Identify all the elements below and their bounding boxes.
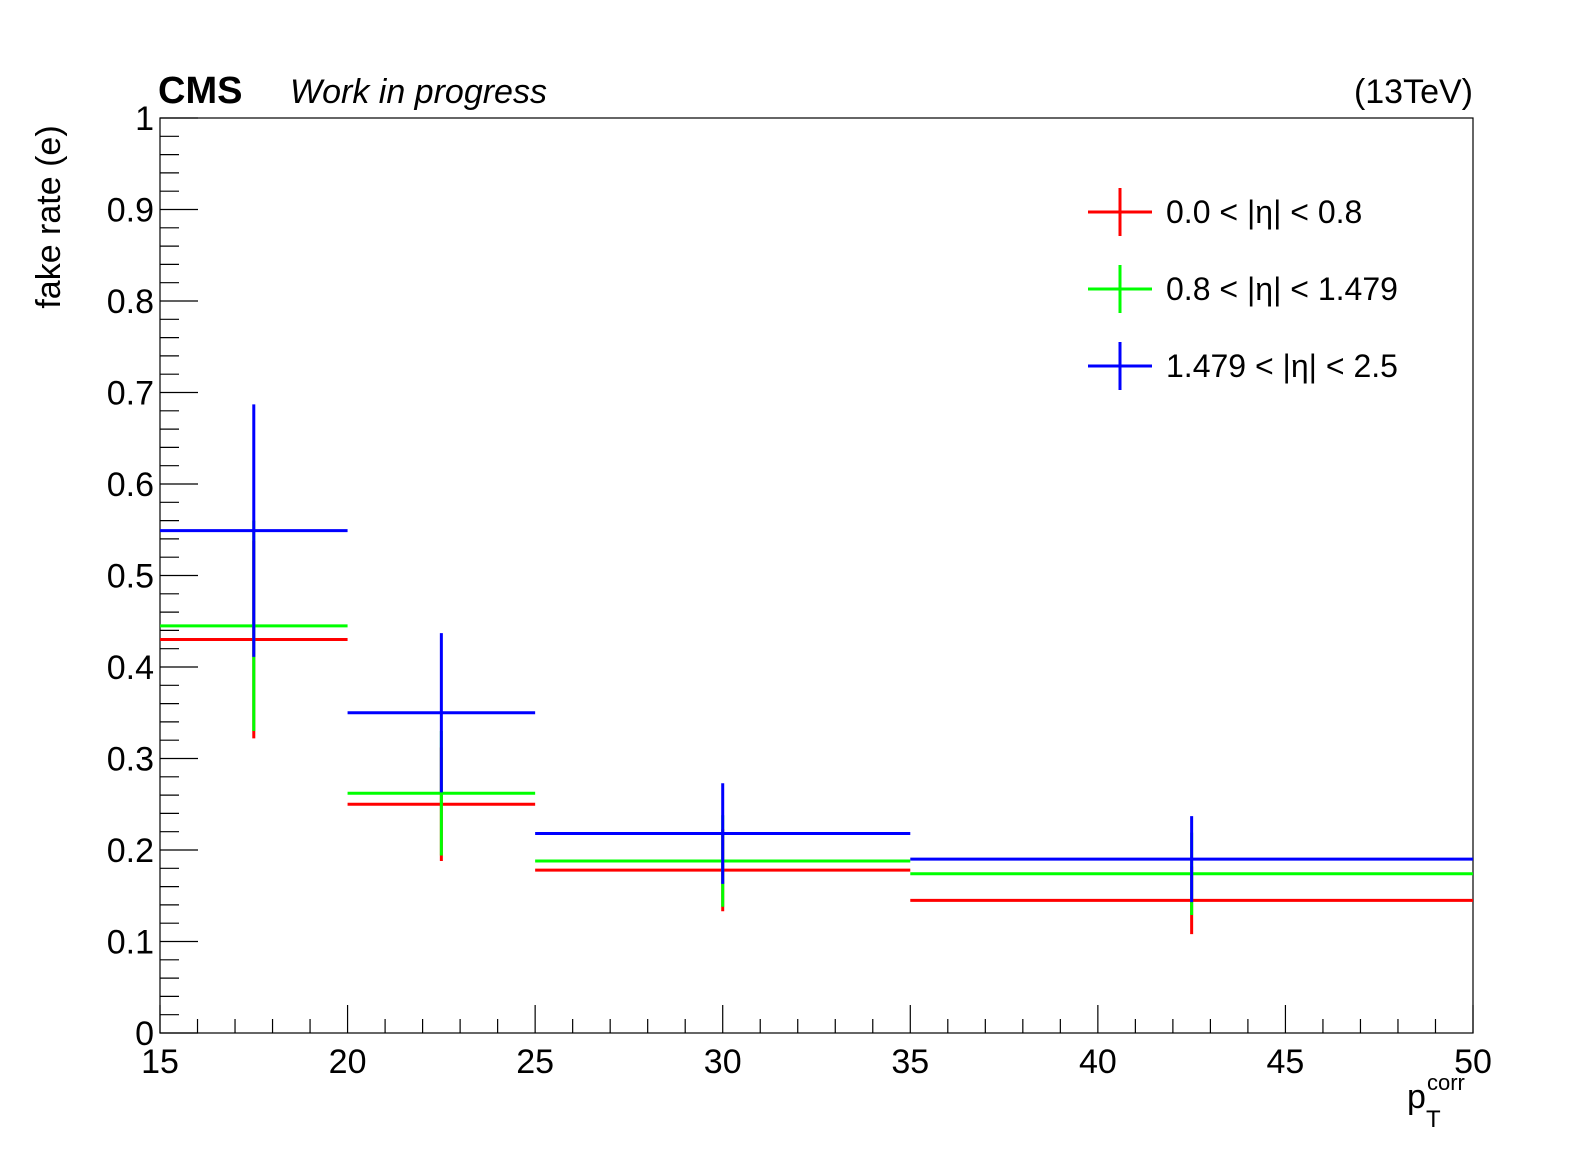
x-tick-label: 40 — [1079, 1043, 1117, 1081]
axes: 0 0.1 0.2 0.3 0.4 0.5 0.6 0.7 0.8 0.9 1 15 20 25 30 35 4… — [107, 100, 1492, 1081]
y-tick-label: 0.4 — [107, 649, 154, 687]
y-tick-label: 1 — [135, 100, 154, 138]
x-tick-label: 45 — [1267, 1043, 1305, 1081]
x-axis-title-main: p — [1407, 1078, 1426, 1116]
y-tick-label: 0.7 — [107, 375, 154, 413]
legend-entry-3: 1.479 < |η| < 2.5 — [1088, 342, 1398, 390]
y-tick-label: 0 — [135, 1015, 154, 1053]
legend-label: 0.0 < |η| < 0.8 — [1166, 194, 1362, 230]
y-tick-label: 0.8 — [107, 283, 154, 321]
y-tick-label: 0.5 — [107, 558, 154, 596]
experiment-label: CMS — [158, 70, 242, 112]
energy-label: (13TeV) — [1354, 73, 1473, 111]
series-2 — [160, 520, 1473, 915]
y-tick-label: 0.2 — [107, 832, 154, 870]
y-tick-label: 0.9 — [107, 192, 154, 230]
y-tick-label: 0.1 — [107, 924, 154, 962]
x-tick-label: 20 — [329, 1043, 367, 1081]
x-tick-label: 25 — [516, 1043, 554, 1081]
x-tick-label: 15 — [141, 1043, 179, 1081]
legend: 0.0 < |η| < 0.8 0.8 < |η| < 1.479 1.479 < … — [1088, 188, 1398, 390]
legend-label: 0.8 < |η| < 1.479 — [1166, 271, 1398, 307]
status-label: Work in progress — [290, 73, 547, 111]
plot-frame — [159, 117, 1474, 1034]
series-3 — [160, 404, 1473, 903]
legend-entry-1: 0.0 < |η| < 0.8 — [1088, 188, 1362, 236]
data-series — [160, 404, 1473, 935]
x-tick-label: 30 — [704, 1043, 742, 1081]
y-axis-title: fake rate (e) — [30, 125, 68, 308]
x-axis-title: p T corr — [1407, 1070, 1465, 1133]
legend-entry-2: 0.8 < |η| < 1.479 — [1088, 265, 1398, 313]
x-tick-label: 35 — [891, 1043, 929, 1081]
y-tick-label: 0.3 — [107, 741, 154, 779]
x-axis-title-sup: corr — [1427, 1070, 1465, 1095]
x-tick-label: 50 — [1454, 1043, 1492, 1081]
x-axis-title-sub: T — [1426, 1106, 1441, 1133]
y-tick-label: 0.6 — [107, 466, 154, 504]
legend-label: 1.479 < |η| < 2.5 — [1166, 348, 1398, 384]
